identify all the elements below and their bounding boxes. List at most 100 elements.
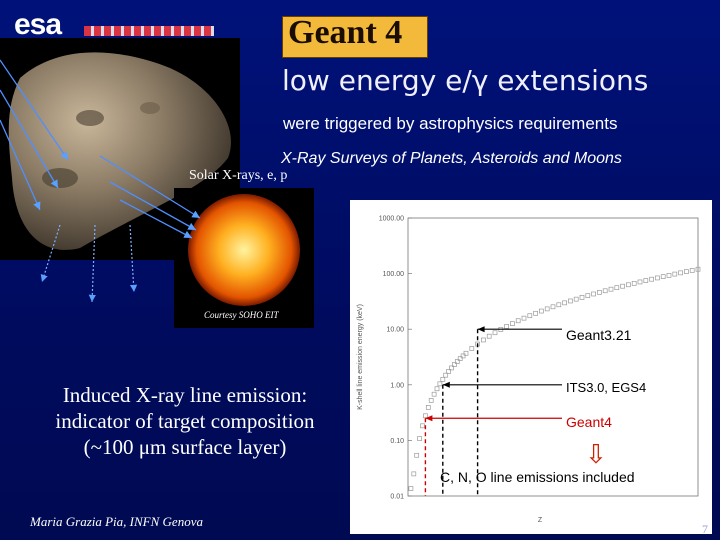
data-point [666,273,672,278]
data-point [443,372,449,378]
data-point [695,266,701,272]
solar-xrays-label: Solar X-rays, e, p [189,168,288,183]
induced-line-1: Induced X-ray line emission: [62,383,308,407]
data-point [504,324,509,329]
data-point [481,337,486,343]
data-point [585,293,591,299]
data-point [614,285,620,291]
emitted-ray-2 [88,224,96,303]
chart-background [350,200,712,534]
courtesy-credit: Courtesy SOHO EIT [204,310,279,320]
down-arrow-icon: ⇩ [585,440,607,470]
data-point [608,286,614,292]
emitted-ray-3 [129,224,138,293]
data-point [602,288,608,294]
data-point [591,291,596,297]
geant4-logo-box [282,16,428,58]
incoming-ray-3 [0,119,41,211]
data-point [550,304,556,310]
data-point [689,268,695,273]
data-point [684,269,689,274]
sun-illustration [174,188,314,328]
data-point [597,290,602,295]
data-point [515,318,521,324]
incoming-ray-5 [109,181,197,231]
data-point [539,308,544,314]
chart-plot-frame [407,217,699,497]
geant4-logo-text: Geant 4 [288,14,403,51]
incoming-ray-6 [119,199,193,239]
data-point [562,300,567,306]
data-point [437,381,443,387]
incoming-ray-1 [0,59,69,161]
data-point [440,377,446,382]
esa-logo-stripe [84,26,214,36]
data-point [521,315,527,321]
cutoff-arrowhead [442,381,450,388]
slide-subtitle-italic: X-Ray Surveys of Planets, Asteroids and … [281,150,622,167]
data-point [420,423,425,429]
data-point [672,271,678,277]
author-footer: Maria Grazia Pia, INFN Genova [30,514,203,529]
k-shell-energy-chart: 1000.00 100.00 10.00 1.00 0.10 0.01 Z K-shell… [350,200,712,534]
data-point [431,391,437,397]
data-point [556,302,562,308]
data-point [533,310,538,316]
cutoff-arrowhead [477,326,485,333]
emitted-ray-1 [40,224,61,283]
data-point [510,321,515,326]
annotation-its-egs4: ITS3.0, EGS4 [566,380,647,395]
cutoff-arrowhead [425,415,433,422]
y-tick-label: 1.00 [390,382,404,389]
data-point [527,313,533,319]
asteroid-illustration [0,38,240,260]
data-point [434,386,440,392]
data-point [454,359,460,364]
data-point [463,350,469,356]
incoming-ray-2 [0,89,59,189]
data-point [544,306,550,312]
esa-logo-text: esa [14,8,62,41]
data-point [428,398,434,403]
y-tick-label: 100.00 [383,271,405,278]
data-point [460,353,466,359]
slide-subtitle: were triggered by astrophysics requireme… [283,114,618,133]
data-point [452,362,457,367]
y-tick-label: 1000.00 [379,216,404,223]
induced-line-3: (~100 μm surface layer) [83,435,287,459]
induced-line-2: indicator of target composition [55,409,315,433]
data-point [643,278,649,283]
data-point [678,270,683,276]
data-point [649,276,654,282]
data-point [408,486,414,491]
data-point [446,369,451,374]
data-point [631,280,637,286]
data-point [469,346,475,351]
incoming-ray-4 [99,155,201,219]
y-tick-label: 0.01 [390,494,404,501]
data-point [417,436,422,441]
data-point [457,356,463,361]
data-point [573,296,579,302]
data-point [579,294,585,300]
induced-emission-text: Induced X-ray line emission: indicator o… [30,382,340,460]
x-axis-label: Z [538,517,543,524]
data-point [568,298,573,304]
esa-logo: esa [14,8,214,42]
data-point [660,274,666,279]
chart-svg: 1000.00 100.00 10.00 1.00 0.10 0.01 Z K-shell… [350,200,712,534]
annotation-geant321: Geant3.21 [566,327,632,343]
page-number: 7 [702,522,708,536]
slide-title: low energy e/γ extensions [282,64,649,97]
data-point [425,405,431,410]
y-axis-label: K-shell line emission energy (keV) [357,304,364,410]
annotation-cno-lines: C, N, O line emissions included [440,469,635,485]
data-point [414,452,420,458]
data-point [637,279,643,285]
data-point [655,275,660,281]
data-point [492,330,498,336]
data-point [411,471,417,477]
y-tick-label: 0.10 [390,438,404,445]
data-point [626,282,631,288]
